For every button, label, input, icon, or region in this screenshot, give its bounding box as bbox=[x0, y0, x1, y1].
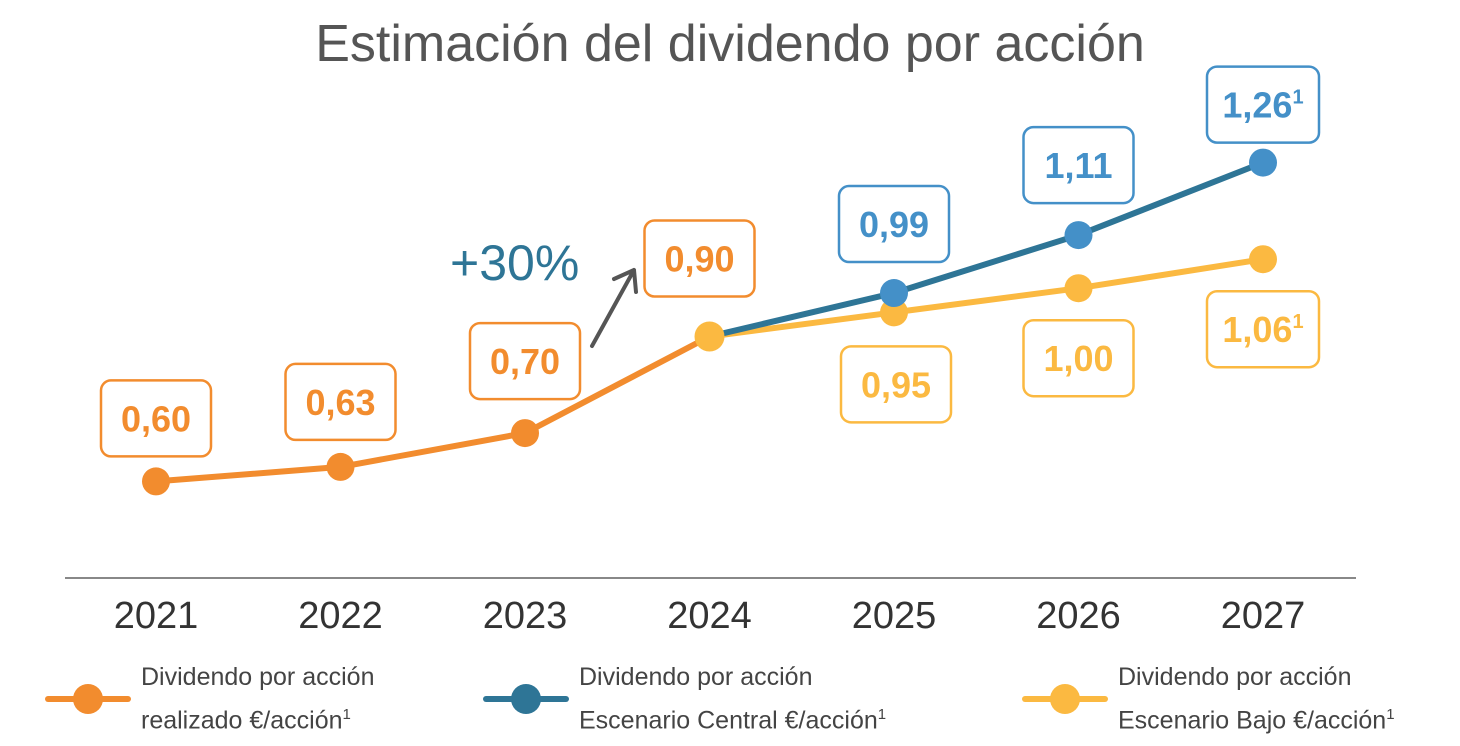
data-label: 1,061 bbox=[1205, 289, 1321, 369]
data-label-box bbox=[1205, 289, 1321, 369]
data-point bbox=[142, 467, 170, 496]
x-tick-label: 2023 bbox=[483, 595, 568, 637]
arrow-up-icon bbox=[590, 268, 638, 348]
data-label-box bbox=[643, 219, 756, 298]
data-point bbox=[1064, 221, 1093, 250]
data-label-box bbox=[1022, 125, 1135, 205]
x-tick-label: 2027 bbox=[1221, 595, 1306, 637]
data-point bbox=[1249, 148, 1277, 177]
growth-annotation: +30% bbox=[450, 235, 579, 291]
data-label-text: 1,11 bbox=[1044, 145, 1112, 186]
data-label-box bbox=[837, 184, 951, 264]
data-point bbox=[326, 452, 355, 481]
series-line bbox=[708, 159, 1265, 340]
data-label: 1,11 bbox=[1022, 125, 1135, 205]
legend-label: Dividendo por acción bbox=[141, 663, 375, 691]
data-label-text: 1,061 bbox=[1222, 309, 1303, 350]
data-point bbox=[694, 321, 725, 352]
data-label-box bbox=[839, 345, 953, 424]
data-label-text: 0,70 bbox=[490, 341, 560, 382]
data-label: 0,90 bbox=[643, 219, 756, 298]
legend-swatch bbox=[45, 683, 131, 714]
legend-footnote: 1 bbox=[1386, 706, 1395, 723]
data-label: 1,261 bbox=[1205, 65, 1321, 144]
legend-item-realizado: Dividendo por acción realizado €/acción1 bbox=[45, 658, 374, 739]
data-label-box bbox=[468, 321, 582, 401]
series-line bbox=[709, 256, 1264, 340]
data-label-box bbox=[284, 362, 397, 442]
legend-item-central: Dividendo por acción Escenario Central €/… bbox=[483, 658, 886, 739]
data-label-text: 1,261 bbox=[1222, 85, 1303, 126]
data-label-footnote: 1 bbox=[1292, 87, 1303, 109]
legend-swatch bbox=[1022, 683, 1108, 714]
legend-label: Escenario Central €/acción bbox=[579, 706, 878, 735]
data-label-box bbox=[99, 379, 213, 458]
x-tick-label: 2026 bbox=[1036, 595, 1121, 637]
data-label-text: 0,90 bbox=[664, 239, 734, 280]
data-label-text: 1,00 bbox=[1043, 338, 1113, 379]
data-label-box bbox=[1205, 65, 1321, 144]
chart-title: Estimación del dividendo por acción bbox=[315, 15, 1145, 73]
legend-label: realizado €/acción bbox=[141, 706, 343, 735]
data-point bbox=[1249, 245, 1277, 274]
data-label-text: 0,99 bbox=[859, 204, 929, 245]
data-point bbox=[511, 419, 539, 448]
x-tick-label: 2022 bbox=[298, 595, 383, 637]
data-label-text: 0,63 bbox=[305, 382, 375, 423]
data-point bbox=[880, 298, 908, 327]
x-tick-label: 2024 bbox=[667, 595, 752, 637]
data-label-text: 0,95 bbox=[861, 364, 931, 405]
data-label-text: 0,60 bbox=[121, 398, 191, 439]
x-tick-label: 2025 bbox=[852, 595, 937, 637]
data-label-footnote: 1 bbox=[1292, 311, 1303, 333]
legend-label: Dividendo por acción bbox=[579, 663, 813, 691]
data-point bbox=[1064, 274, 1093, 303]
data-label: 0,70 bbox=[468, 321, 582, 401]
data-label: 0,99 bbox=[837, 184, 951, 264]
legend-swatch bbox=[483, 683, 569, 714]
data-label-box bbox=[1022, 318, 1135, 398]
legend-label: Escenario Bajo €/acción bbox=[1118, 706, 1387, 735]
legend-footnote: 1 bbox=[342, 706, 351, 723]
data-label: 0,63 bbox=[284, 362, 397, 442]
legend-item-bajo: Dividendo por acción Escenario Bajo €/acc… bbox=[1022, 658, 1395, 739]
series-line bbox=[155, 333, 711, 485]
data-label: 0,95 bbox=[839, 345, 953, 424]
legend-footnote: 1 bbox=[877, 706, 887, 723]
legend-label: Dividendo por acción bbox=[1118, 663, 1352, 691]
data-point bbox=[880, 279, 908, 308]
x-tick-label: 2021 bbox=[114, 595, 199, 637]
data-label: 0,60 bbox=[99, 379, 213, 458]
data-label: 1,00 bbox=[1022, 318, 1135, 398]
